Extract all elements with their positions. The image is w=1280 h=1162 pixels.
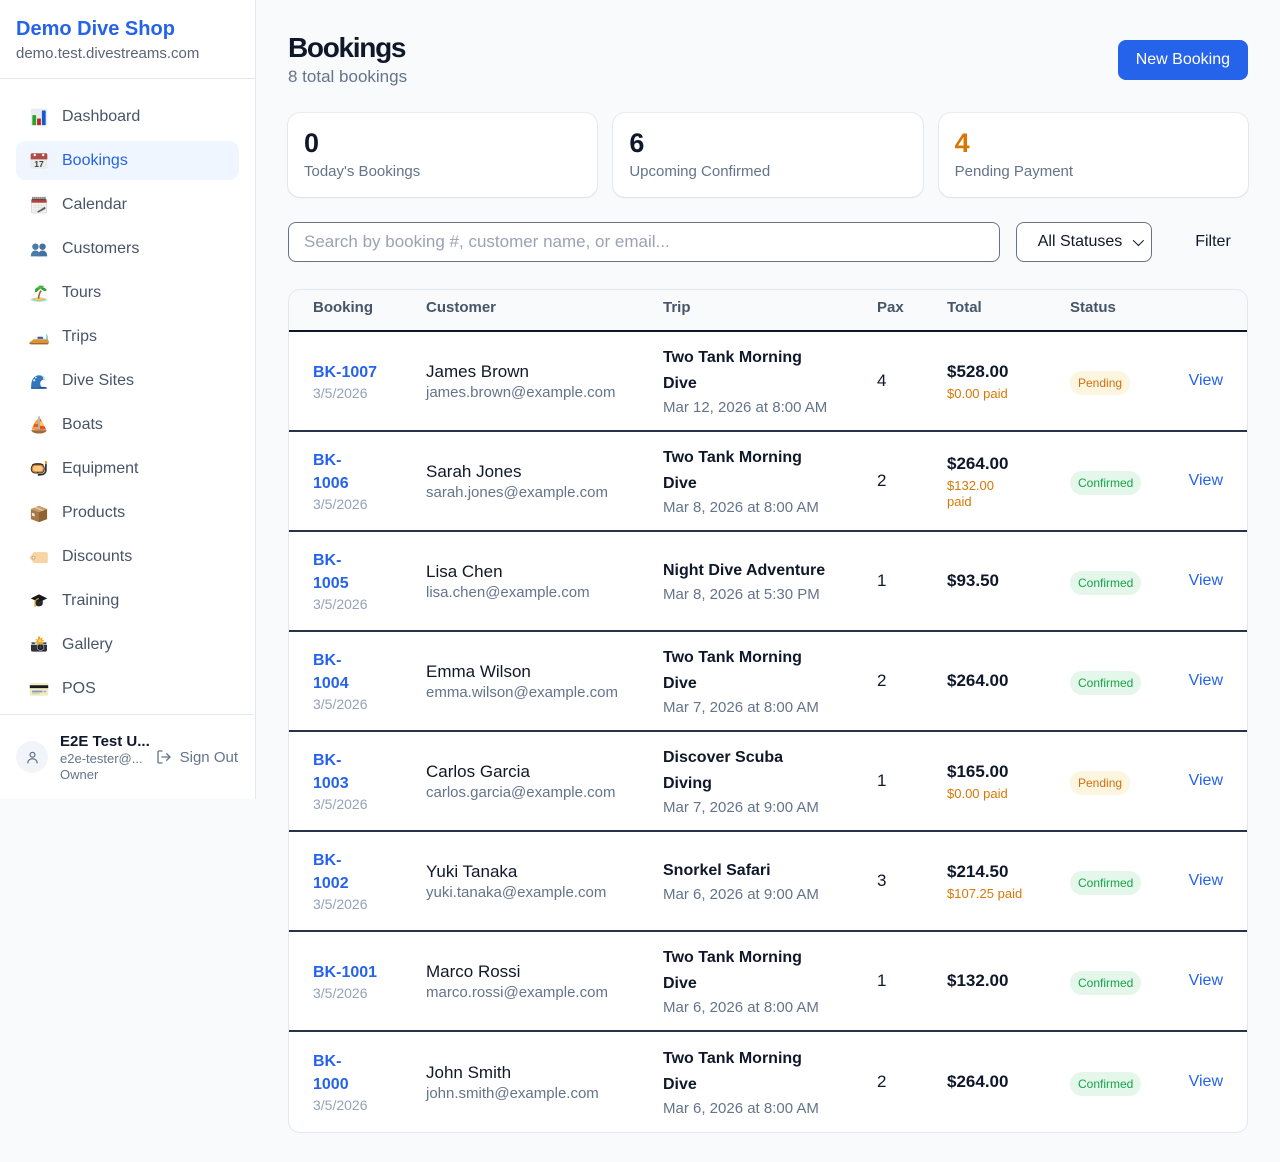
svg-text:17: 17 [34, 159, 44, 169]
